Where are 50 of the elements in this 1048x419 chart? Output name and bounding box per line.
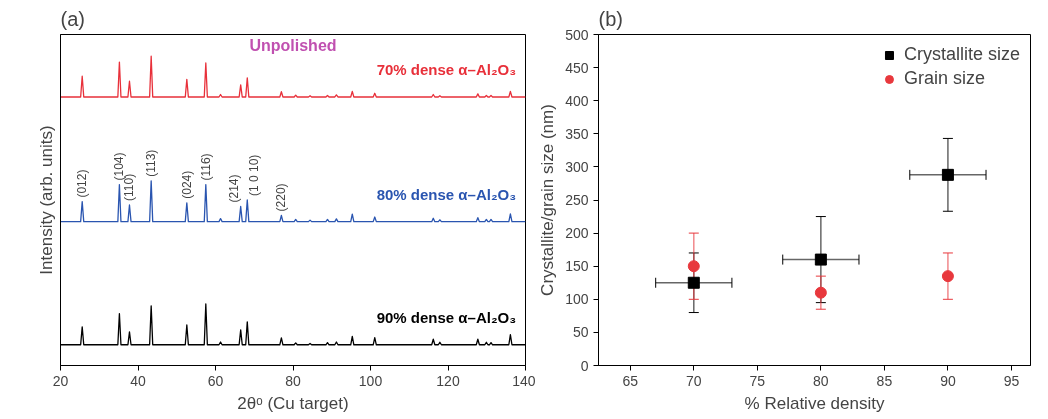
y-tick-label: 500 <box>565 26 589 43</box>
x-tick-label: 85 <box>876 372 893 389</box>
point <box>941 168 954 181</box>
y-axis-title: Crystallite/grain size (nm) <box>538 104 558 296</box>
x-tick-label: 120 <box>436 372 460 389</box>
point <box>687 260 700 273</box>
x-tick-label: 95 <box>1003 372 1020 389</box>
y-tick-label: 400 <box>565 92 589 109</box>
y-tick-label: 100 <box>565 291 589 308</box>
x-tick-label: 75 <box>749 372 766 389</box>
x-tick-label: 40 <box>130 372 146 389</box>
annotation: (214) <box>226 174 241 203</box>
point <box>687 276 700 289</box>
annotation: (012) <box>75 169 90 198</box>
text: Unpolished <box>249 36 337 54</box>
annotation: (1 0 10) <box>247 154 262 196</box>
x-tick-label: 60 <box>207 372 224 389</box>
series-label: 70% dense α–Al₂O₃ <box>376 61 517 79</box>
point <box>814 286 827 299</box>
series-label: 90% dense α–Al₂O₃ <box>376 309 517 327</box>
y-tick-label: 50 <box>572 324 589 341</box>
x-axis-title: 2θᵒ (Cu target) <box>237 393 349 413</box>
chart-title: (a) <box>60 7 85 30</box>
y-tick-label: 0 <box>580 357 589 374</box>
legend-label: Crystallite size <box>903 44 1020 65</box>
annotation: (113) <box>144 149 159 177</box>
y-tick-label: 350 <box>565 125 589 142</box>
x-axis-title: % Relative density <box>744 393 885 413</box>
chart-title: (b) <box>598 7 623 30</box>
annotation: (220) <box>274 183 289 212</box>
x-tick-label: 140 <box>512 372 536 389</box>
y-tick-label: 200 <box>565 225 589 242</box>
y-axis-title: Intensity (arb. units) <box>36 125 56 275</box>
x-tick-label: 80 <box>813 372 829 389</box>
series-label: 80% dense α–Al₂O₃ <box>376 186 517 204</box>
annotation: (024) <box>179 170 194 199</box>
y-tick-label: 150 <box>565 258 589 275</box>
x-tick-label: 20 <box>52 372 69 389</box>
x-tick-label: 90 <box>940 372 956 389</box>
legend-label: Grain size <box>903 68 985 89</box>
point <box>941 270 954 283</box>
y-tick-label: 250 <box>565 192 589 208</box>
x-tick-label: 65 <box>622 372 639 389</box>
annotation: (116) <box>198 153 213 181</box>
x-tick-label: 100 <box>358 372 383 389</box>
y-tick-label: 300 <box>565 158 589 175</box>
x-tick-label: 70 <box>686 372 702 389</box>
x-tick-label: 80 <box>285 372 301 389</box>
point <box>814 253 827 266</box>
y-tick-label: 450 <box>565 59 589 76</box>
